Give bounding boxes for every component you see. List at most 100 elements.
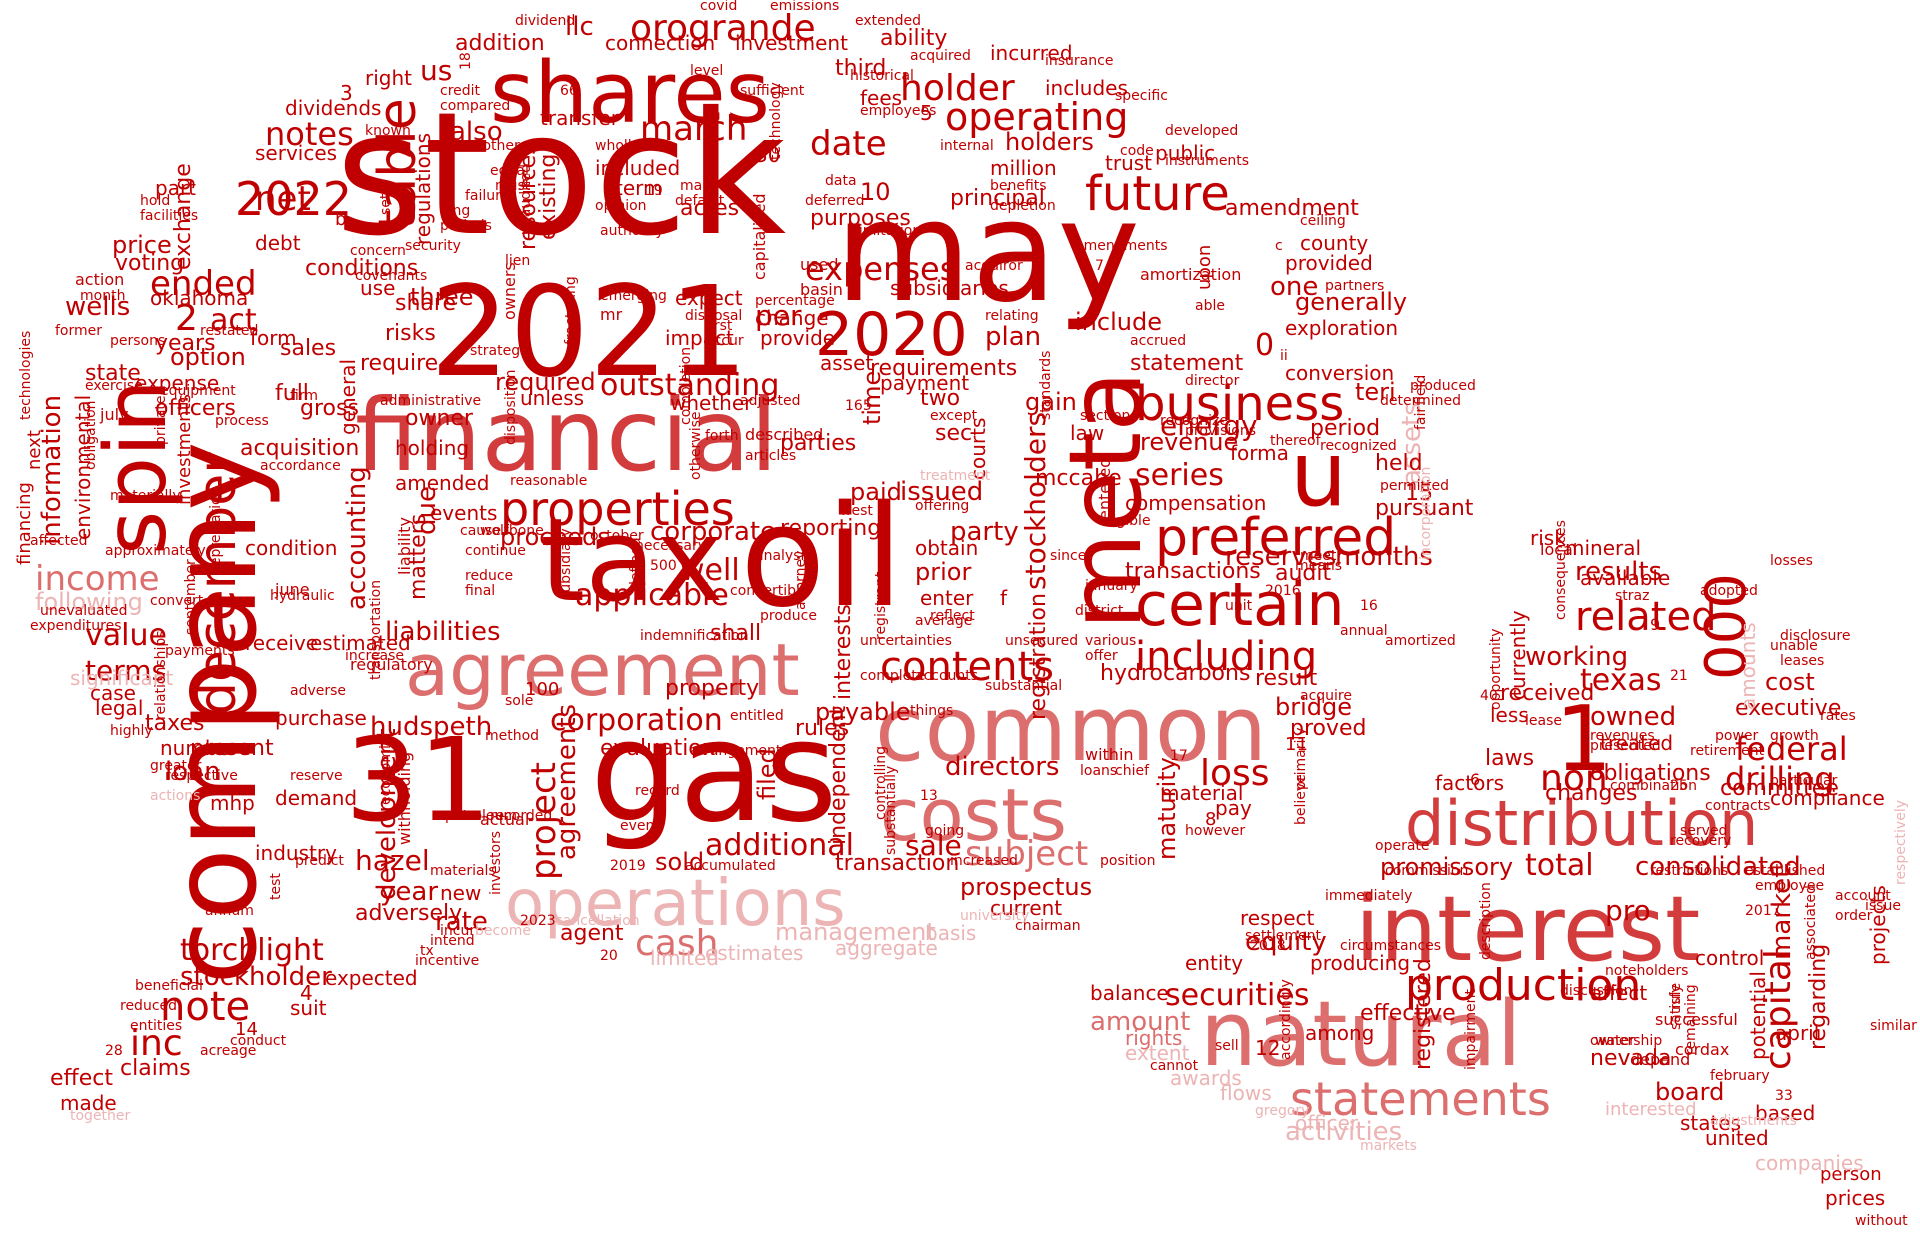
word-failure: failure — [465, 188, 509, 204]
word-concern: concern — [350, 243, 406, 259]
word-25: 25 — [1670, 778, 1688, 794]
word-series: series — [1135, 458, 1224, 493]
word-internal: internal — [940, 138, 994, 154]
word-person: person — [1820, 1164, 1882, 1185]
word-intend: intend — [430, 933, 475, 949]
word-reflect: reflect — [930, 608, 975, 624]
word-standards: standards — [1038, 351, 1054, 420]
word-environmental: environmental — [71, 395, 95, 540]
word-changes: changes — [1545, 781, 1637, 806]
word-provide: provide — [760, 326, 835, 350]
word-stock: stock — [335, 76, 786, 274]
word-acquired: acquired — [910, 48, 971, 64]
word-party: party — [950, 517, 1019, 547]
word-sold: sold — [655, 848, 704, 876]
word-committee: committee — [1720, 776, 1839, 801]
word-prices: prices — [1825, 1186, 1885, 1210]
word-amount: amount — [1090, 1007, 1190, 1037]
word-common: common — [875, 677, 1267, 782]
word-necessary: necessary — [635, 538, 706, 554]
word-resources: resources — [516, 143, 541, 250]
word-us: us — [420, 54, 452, 87]
word-remaining: remaining — [1683, 984, 1699, 1055]
word-6: 6 — [1470, 770, 1480, 789]
word-respectively: respectively — [1893, 800, 1909, 885]
word-defined: defined — [628, 537, 644, 590]
word-mccabe: mccabe — [1035, 466, 1122, 491]
word-substantially: substantially — [883, 766, 899, 855]
word-transfer: transfer — [540, 106, 620, 130]
word-materials: materials — [430, 863, 496, 879]
word-disclosure: disclosure — [1780, 628, 1850, 644]
word-contents: contents — [880, 644, 1054, 690]
word-20: 20 — [600, 948, 618, 964]
word-operations: operations — [505, 867, 846, 941]
word-united: united — [1705, 1126, 1769, 1150]
word-long: long — [440, 203, 470, 219]
word-amounts: amounts — [1736, 622, 1760, 710]
word-accrued: accrued — [1130, 333, 1186, 349]
word-december: december — [188, 452, 248, 715]
word-share: share — [395, 291, 456, 316]
word-federal: federal — [1735, 730, 1848, 768]
word-fees: fees — [860, 86, 902, 110]
word-companies: companies — [1755, 1151, 1864, 1175]
word-regarding: regarding — [1806, 944, 1831, 1050]
word-000: 000 — [1694, 573, 1759, 680]
word-covid: covid — [700, 0, 737, 14]
word-described: described — [745, 425, 823, 444]
word-services: services — [255, 141, 337, 165]
word-fracturing: fracturing — [563, 276, 579, 345]
word-registered: registered — [1411, 958, 1436, 1070]
word-together: together — [70, 1108, 131, 1124]
word-gas: gas — [590, 691, 838, 854]
word-accordance: accordance — [260, 458, 341, 474]
word-eligible: eligible — [1100, 513, 1151, 529]
word-plan: plan — [985, 322, 1041, 352]
word-obligations: obligations — [1590, 761, 1711, 786]
word-commission: commission — [1385, 863, 1468, 879]
word-expenses: expenses — [805, 250, 956, 288]
word-combination: combination — [1610, 778, 1697, 794]
word-cannot: cannot — [1150, 1058, 1199, 1074]
word-conditions: conditions — [305, 256, 418, 281]
word-9: 9 — [1650, 615, 1660, 634]
word-c: c — [1275, 238, 1283, 254]
word-officers: officers — [155, 396, 236, 421]
word-maturity: maturity — [1153, 757, 1181, 860]
word-development: development — [372, 728, 402, 900]
word-recognize: recognize — [1160, 413, 1228, 429]
word-another: another — [465, 138, 520, 154]
word-subsidiary: subsidiary — [558, 528, 574, 600]
word-orogrande: orogrande — [630, 8, 816, 49]
word-21: 21 — [1670, 668, 1688, 684]
word-equity: equity — [1245, 927, 1327, 957]
word-owner: owner — [405, 406, 474, 431]
word-increased: increased — [950, 853, 1018, 869]
word-regulations: regulations — [411, 133, 435, 245]
word-case: case — [90, 681, 136, 705]
word-statement: statement — [1130, 351, 1244, 376]
word-500: 500 — [650, 558, 677, 574]
word-demand: demand — [275, 786, 357, 810]
word-july: july — [99, 405, 129, 424]
word-lien: lien — [505, 253, 530, 269]
word-former: former — [55, 323, 102, 339]
word-condition: condition — [245, 536, 337, 560]
word-reduced: reduced — [120, 998, 177, 1014]
word-final: final — [465, 583, 495, 599]
word-administrative: administrative — [380, 393, 481, 409]
word-relating: relating — [985, 308, 1039, 324]
word-recovery: recovery — [1670, 833, 1731, 849]
word-actual: actual — [480, 810, 529, 829]
word-agreement: agreement — [405, 628, 800, 712]
word-rule: rule — [1668, 983, 1684, 1010]
word-similar: similar — [1870, 1018, 1917, 1034]
word-authority: authority — [600, 223, 664, 239]
word-property: property — [665, 676, 759, 701]
word-right: right — [365, 66, 412, 90]
word-subsidiaries: subsidiaries — [890, 276, 1009, 300]
word-cause: cause — [460, 523, 501, 539]
word-attorney: attorney — [793, 551, 809, 610]
word-insurance: insurance — [1045, 53, 1113, 69]
